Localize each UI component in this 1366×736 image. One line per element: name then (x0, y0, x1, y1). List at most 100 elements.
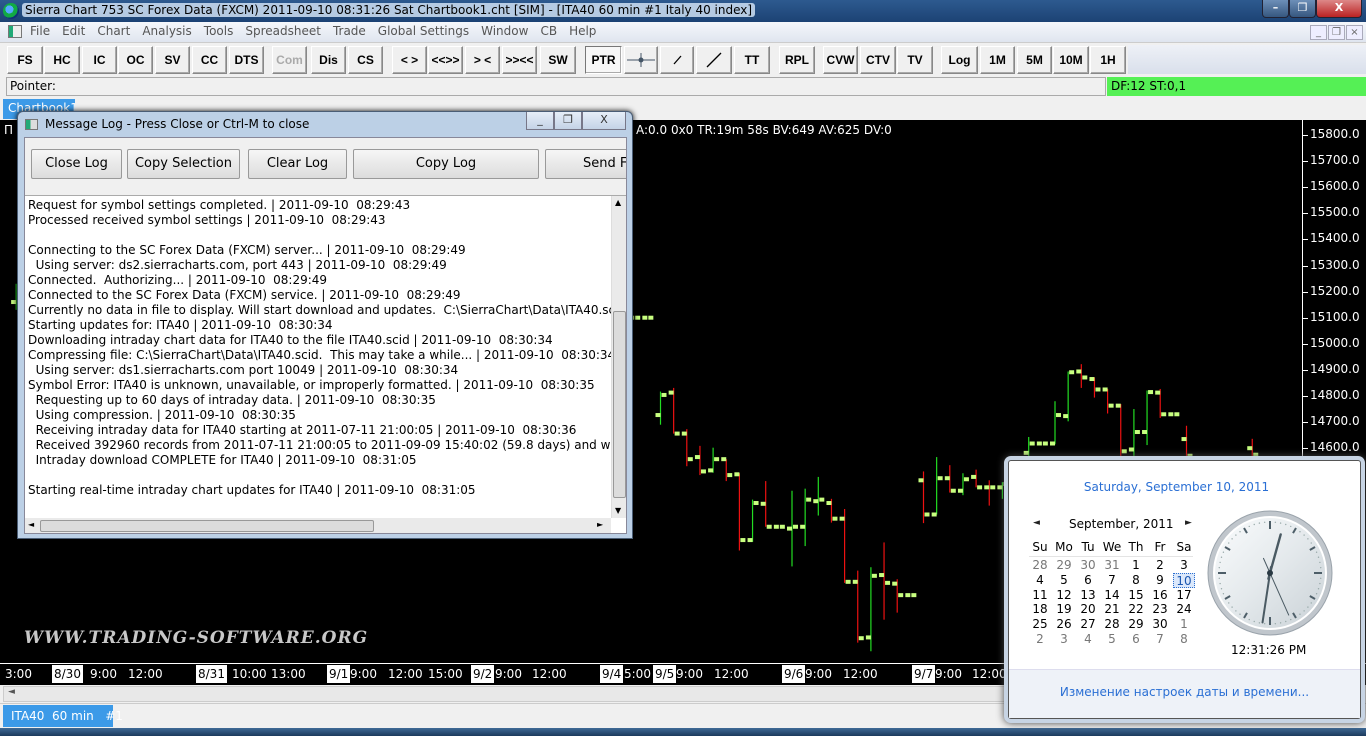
crosshair-tool-button[interactable] (624, 46, 658, 74)
dialog-maximize-button[interactable]: ❐ (554, 112, 582, 130)
calendar-day[interactable]: 9 (1156, 572, 1164, 587)
log-vertical-scrollbar[interactable]: ▲ ▼ (611, 196, 626, 518)
scroll-left-icon[interactable]: ◄ (28, 520, 35, 529)
change-date-time-settings-link[interactable]: Изменение настроек даты и времени... (1059, 685, 1310, 699)
toolbar-button-tv[interactable]: TV (897, 46, 933, 74)
calendar-day[interactable]: 3 (1060, 632, 1068, 646)
send-for-analysis-button[interactable]: Send For Analysis (545, 149, 626, 179)
toolbar-button-11[interactable]: <<>> (428, 46, 463, 74)
calendar-day[interactable]: 15 (1128, 587, 1144, 602)
mdi-minimize-button[interactable]: _ (1310, 25, 1327, 40)
calendar-day[interactable]: 28 (1104, 617, 1120, 632)
toolbar-button-cs[interactable]: CS (348, 46, 383, 74)
menu-help[interactable]: Help (569, 24, 597, 38)
calendar-day[interactable]: 14 (1104, 587, 1120, 602)
maximize-button[interactable]: ❐ (1289, 0, 1316, 18)
close-log-button[interactable]: Close Log (31, 149, 122, 179)
calendar-day[interactable]: 26 (1056, 617, 1072, 632)
toolbar-button-sv[interactable]: SV (155, 46, 190, 74)
full-date-link[interactable]: Saturday, September 10, 2011 (1083, 480, 1270, 494)
calendar-day[interactable]: 17 (1176, 587, 1192, 602)
menu-tools[interactable]: Tools (203, 24, 234, 38)
calendar-day[interactable]: 5 (1060, 572, 1068, 587)
toolbar-button-oc[interactable]: OC (118, 46, 153, 74)
calendar-day[interactable]: 20 (1080, 602, 1096, 617)
menu-cb[interactable]: CB (540, 24, 558, 38)
toolbar-button-rpl[interactable]: RPL (779, 46, 815, 74)
menu-edit[interactable]: Edit (62, 24, 86, 38)
mdi-close-button[interactable]: × (1346, 25, 1363, 40)
toolbar-button-sw[interactable]: SW (540, 46, 576, 74)
calendar-day[interactable]: 2 (1156, 558, 1164, 572)
toolbar-button-1m[interactable]: 1M (980, 46, 1015, 74)
clear-log-button[interactable]: Clear Log (248, 149, 347, 179)
close-button[interactable]: X (1316, 0, 1362, 18)
toolbar-button-hc[interactable]: HC (44, 46, 80, 74)
copy-log-button[interactable]: Copy Log (353, 149, 539, 179)
calendar-day[interactable]: 22 (1128, 602, 1144, 617)
calendar-day[interactable]: 21 (1104, 602, 1120, 617)
calendar-day[interactable]: 5 (1108, 632, 1116, 646)
calendar-day[interactable]: 28 (1032, 558, 1048, 572)
calendar-day[interactable]: 4 (1084, 632, 1092, 646)
menu-chart[interactable]: Chart (97, 24, 131, 38)
toolbar-button-ctv[interactable]: CTV (860, 46, 896, 74)
log-horizontal-scrollbar[interactable]: ◄ ► (25, 518, 611, 533)
calendar-day[interactable]: 7 (1108, 572, 1116, 587)
calendar-day[interactable]: 13 (1080, 587, 1096, 602)
scroll-down-icon[interactable]: ▼ (615, 506, 622, 515)
toolbar-button-1h[interactable]: 1H (1090, 46, 1126, 74)
calendar-day[interactable]: 8 (1132, 572, 1140, 587)
toolbar-button-5m[interactable]: 5M (1017, 46, 1052, 74)
calendar-day[interactable]: 1 (1180, 617, 1188, 632)
toolbar-button-com[interactable]: Com (272, 46, 307, 74)
tab-ita40-chart[interactable]: ITA40 60 min #1 (3, 705, 123, 727)
menu-analysis[interactable]: Analysis (142, 24, 192, 38)
toolbar-button-cc[interactable]: CC (192, 46, 227, 74)
calendar-day[interactable]: 4 (1036, 572, 1044, 587)
next-month-icon[interactable]: ► (1185, 518, 1192, 528)
toolbar-button-10[interactable]: < > (392, 46, 427, 74)
toolbar-button-tt[interactable]: TT (734, 46, 770, 74)
scroll-right-icon[interactable]: ► (597, 520, 604, 529)
toolbar-button-12[interactable]: > < (465, 46, 500, 74)
mdi-restore-button[interactable]: ❐ (1328, 25, 1345, 40)
calendar-day-selected[interactable]: 10 (1173, 572, 1195, 588)
menu-trade[interactable]: Trade (332, 24, 366, 38)
calendar-day[interactable]: 11 (1032, 587, 1048, 602)
calendar-day[interactable]: 1 (1132, 558, 1140, 572)
calendar-day[interactable]: 29 (1128, 617, 1144, 632)
calendar-day[interactable]: 18 (1032, 602, 1048, 617)
calendar-day[interactable]: 25 (1032, 617, 1048, 632)
line-tool-button[interactable] (696, 46, 732, 74)
calendar-day[interactable]: 24 (1176, 602, 1192, 617)
menu-file[interactable]: File (30, 24, 51, 38)
menu-global-settings[interactable]: Global Settings (377, 24, 470, 38)
calendar-day[interactable]: 31 (1104, 558, 1120, 572)
log-horizontal-scroll-thumb[interactable] (40, 520, 374, 532)
calendar-day[interactable]: 7 (1156, 632, 1164, 646)
short-line-tool-button[interactable] (660, 46, 694, 74)
toolbar-button-ptr[interactable]: PTR (585, 46, 622, 74)
calendar-day[interactable]: 8 (1180, 632, 1188, 646)
calendar-day[interactable]: 3 (1180, 558, 1188, 572)
document-icon[interactable] (8, 25, 22, 38)
toolbar-button-10m[interactable]: 10M (1053, 46, 1089, 74)
calendar-day[interactable]: 23 (1152, 602, 1168, 617)
calendar-day[interactable]: 6 (1084, 572, 1092, 587)
log-text-area[interactable]: Request for symbol settings completed. |… (25, 195, 626, 533)
log-vertical-scroll-thumb[interactable] (613, 311, 626, 498)
toolbar-button-dis[interactable]: Dis (311, 46, 346, 74)
scroll-left-icon[interactable]: ◄ (8, 687, 15, 697)
calendar-day[interactable]: 12 (1056, 587, 1072, 602)
calendar-day[interactable]: 30 (1152, 617, 1168, 632)
calendar-day[interactable]: 6 (1132, 632, 1140, 646)
calendar-day[interactable]: 27 (1080, 617, 1096, 632)
scroll-up-icon[interactable]: ▲ (615, 198, 622, 207)
copy-selection-button[interactable]: Copy Selection (127, 149, 240, 179)
calendar-month-label[interactable]: September, 2011 (1069, 517, 1174, 531)
toolbar-button-fs[interactable]: FS (7, 46, 43, 74)
toolbar-button-dts[interactable]: DTS (229, 46, 264, 74)
toolbar-button-cvw[interactable]: CVW (823, 46, 858, 74)
menu-window[interactable]: Window (481, 24, 529, 38)
